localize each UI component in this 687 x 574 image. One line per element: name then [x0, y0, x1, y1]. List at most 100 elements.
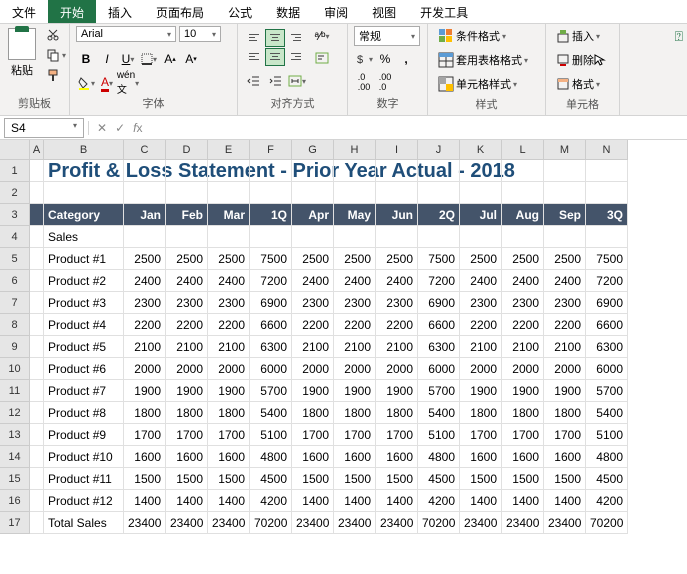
increase-decimal-button[interactable]: .0.00	[354, 72, 374, 92]
cell[interactable]: 1900	[334, 380, 376, 402]
cell[interactable]: 6300	[250, 336, 292, 358]
cell[interactable]: 6900	[586, 292, 628, 314]
cell[interactable]	[586, 182, 628, 204]
cell[interactable]: 5700	[250, 380, 292, 402]
cell[interactable]: 5100	[418, 424, 460, 446]
cell[interactable]: 1700	[292, 424, 334, 446]
tab-数据[interactable]: 数据	[264, 0, 312, 23]
cell[interactable]: 1400	[334, 490, 376, 512]
cell[interactable]: 2100	[376, 336, 418, 358]
insert-cells-button[interactable]: 插入▾	[552, 26, 610, 46]
cell[interactable]: 1900	[376, 380, 418, 402]
cell[interactable]: 2400	[334, 270, 376, 292]
align-left[interactable]	[244, 48, 264, 66]
cell[interactable]	[460, 182, 502, 204]
cell[interactable]: 4800	[586, 446, 628, 468]
cell[interactable]: 1600	[208, 446, 250, 468]
cell[interactable]: Product #10	[44, 446, 124, 468]
cell[interactable]	[502, 226, 544, 248]
row-header-8[interactable]: 8	[0, 314, 30, 336]
cell[interactable]: 2400	[376, 270, 418, 292]
cell[interactable]: 70200	[586, 512, 628, 534]
cell[interactable]: 2200	[376, 314, 418, 336]
row-header-3[interactable]: 3	[0, 204, 30, 226]
cell[interactable]	[30, 314, 44, 336]
cell[interactable]: 6600	[250, 314, 292, 336]
tab-页面布局[interactable]: 页面布局	[144, 0, 216, 23]
cell[interactable]: 23400	[502, 512, 544, 534]
cell[interactable]: 4500	[586, 468, 628, 490]
cell[interactable]: Jan	[124, 204, 166, 226]
col-header-G[interactable]: G	[292, 140, 334, 160]
cell[interactable]	[44, 182, 124, 204]
cell[interactable]: 5700	[586, 380, 628, 402]
cell[interactable]: 2500	[502, 248, 544, 270]
tab-插入[interactable]: 插入	[96, 0, 144, 23]
underline-button[interactable]: U▾	[118, 49, 138, 69]
cell[interactable]: 23400	[460, 512, 502, 534]
copy-button[interactable]: ▾	[42, 46, 70, 64]
cell[interactable]	[334, 226, 376, 248]
cell[interactable]: 2000	[334, 358, 376, 380]
cell[interactable]: 5400	[586, 402, 628, 424]
cell[interactable]	[30, 358, 44, 380]
row-header-10[interactable]: 10	[0, 358, 30, 380]
row-header-13[interactable]: 13	[0, 424, 30, 446]
cell[interactable]	[376, 160, 418, 182]
tab-文件[interactable]: 文件	[0, 0, 48, 23]
cell[interactable]: 1600	[292, 446, 334, 468]
cell[interactable]: 23400	[124, 512, 166, 534]
cell[interactable]: 2300	[334, 292, 376, 314]
cell[interactable]: 2100	[166, 336, 208, 358]
account-icon[interactable]: ⍰	[671, 24, 687, 115]
cell[interactable]	[208, 160, 250, 182]
cell[interactable]: Product #6	[44, 358, 124, 380]
cell[interactable]: 1500	[334, 468, 376, 490]
cell[interactable]: 1400	[166, 490, 208, 512]
cell[interactable]: 23400	[544, 512, 586, 534]
cell[interactable]: 1900	[208, 380, 250, 402]
cell[interactable]: 70200	[250, 512, 292, 534]
col-header-C[interactable]: C	[124, 140, 166, 160]
cell[interactable]: 1700	[334, 424, 376, 446]
cell[interactable]	[30, 490, 44, 512]
cell[interactable]: 1400	[124, 490, 166, 512]
cell[interactable]: 1700	[166, 424, 208, 446]
cell[interactable]: 2300	[502, 292, 544, 314]
cell[interactable]: 2100	[460, 336, 502, 358]
cell[interactable]: 7500	[418, 248, 460, 270]
cell[interactable]: 2000	[460, 358, 502, 380]
cell[interactable]: Mar	[208, 204, 250, 226]
cell[interactable]: 2300	[292, 292, 334, 314]
cell[interactable]: 1700	[208, 424, 250, 446]
cell[interactable]: 1400	[292, 490, 334, 512]
cell[interactable]: Product #8	[44, 402, 124, 424]
cell[interactable]: 2100	[124, 336, 166, 358]
col-header-H[interactable]: H	[334, 140, 376, 160]
conditional-format-button[interactable]: 条件格式▾	[434, 26, 532, 46]
cell[interactable]: 1600	[166, 446, 208, 468]
cell[interactable]: 1600	[544, 446, 586, 468]
cell[interactable]: 6600	[418, 314, 460, 336]
cell[interactable]	[124, 160, 166, 182]
cell-styles-button[interactable]: 单元格样式▾	[434, 74, 532, 94]
align-top-center[interactable]	[265, 29, 285, 47]
tab-公式[interactable]: 公式	[216, 0, 264, 23]
cell[interactable]: 2200	[166, 314, 208, 336]
cell[interactable]	[30, 336, 44, 358]
select-all-corner[interactable]	[0, 140, 30, 160]
cell[interactable]: 23400	[334, 512, 376, 534]
cell[interactable]: 2100	[544, 336, 586, 358]
cell[interactable]: 2400	[208, 270, 250, 292]
cell[interactable]: 1900	[124, 380, 166, 402]
cell[interactable]: 7500	[250, 248, 292, 270]
cell[interactable]	[30, 402, 44, 424]
cell[interactable]: 1900	[292, 380, 334, 402]
cell[interactable]: Product #9	[44, 424, 124, 446]
tab-开始[interactable]: 开始	[48, 0, 96, 23]
align-center[interactable]	[265, 48, 285, 66]
cell[interactable]: Sales	[44, 226, 124, 248]
cell[interactable]: 2200	[124, 314, 166, 336]
cell[interactable]: 2Q	[418, 204, 460, 226]
cell[interactable]	[30, 160, 44, 182]
